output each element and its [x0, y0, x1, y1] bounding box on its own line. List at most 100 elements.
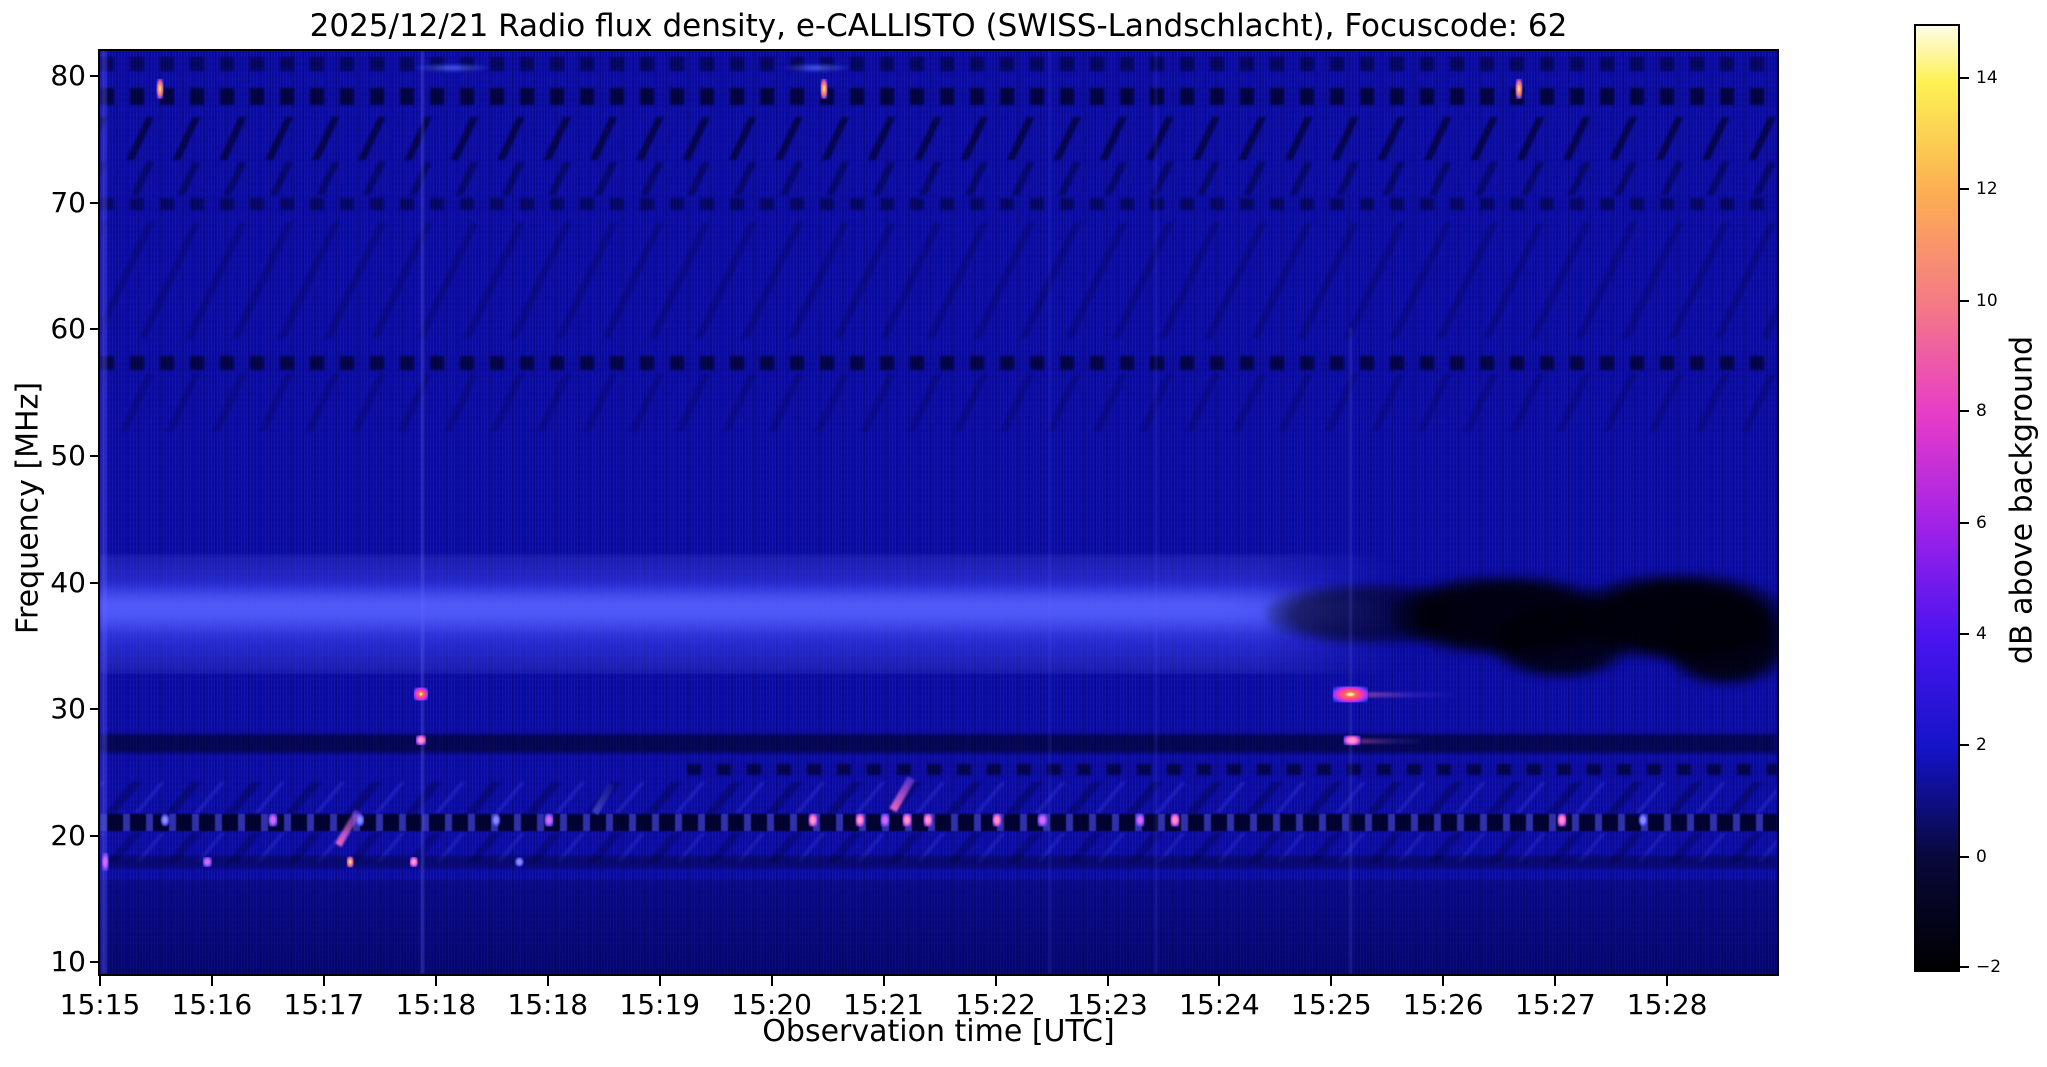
x-tick-mark [658, 976, 661, 986]
feature-stripe-dark [100, 855, 1777, 868]
feature-dot-blue [515, 856, 524, 867]
feature-hatch-bs [100, 161, 1777, 195]
feature-streak-v [1049, 51, 1052, 974]
feature-dot-blue [1638, 813, 1648, 827]
y-tick-mark [90, 708, 100, 711]
feature-stripe-dashed-dark [100, 87, 1777, 105]
feature-stripe-dark [100, 734, 1777, 754]
feature-dot-orange [346, 856, 354, 868]
x-tick-label: 15:16 [171, 988, 253, 1021]
feature-hatch-fs [100, 782, 1777, 814]
colorbar-tick-label: 4 [1976, 623, 1987, 644]
colorbar-tick-label: 2 [1976, 735, 1987, 756]
x-tick-label: 15:25 [1291, 988, 1372, 1021]
feature-hatch-bs [100, 222, 1777, 339]
feature-dot-purple [880, 813, 890, 827]
feature-dot-pink [855, 813, 865, 827]
feature-dot-red-big [414, 687, 429, 701]
feature-stripe-dashed-dark [100, 56, 1777, 72]
x-tick-mark [882, 976, 885, 986]
colorbar-tick-mark [1960, 855, 1969, 858]
feature-dot-tail [1367, 692, 1461, 698]
x-tick-label: 15:18 [507, 988, 589, 1021]
y-tick-label: 70 [50, 185, 86, 219]
x-tick-mark [434, 976, 437, 986]
feature-dot-pink [902, 813, 912, 827]
y-tick-mark [90, 328, 100, 331]
x-tick-mark [99, 976, 101, 986]
y-tick-label: 10 [50, 945, 86, 979]
feature-dot-pink [923, 813, 933, 827]
colorbar [1916, 26, 1958, 970]
spectrogram-plot-area [100, 51, 1777, 974]
feature-dot-pink [409, 856, 418, 867]
colorbar-tick-mark [1960, 410, 1969, 413]
feature-streak-v [1154, 51, 1157, 974]
feature-smear-blue [780, 62, 852, 73]
colorbar-tick-label: 0 [1976, 846, 1987, 867]
feature-hatch-fs [100, 832, 1777, 863]
y-tick-mark [90, 961, 100, 964]
feature-streak-v [101, 51, 108, 974]
y-tick-label: 80 [50, 59, 86, 92]
feature-blob-black [1662, 602, 1777, 687]
feature-blob-black [1488, 602, 1632, 679]
feature-dot-red-big [1333, 686, 1368, 702]
feature-dot-pink [1557, 813, 1567, 827]
x-tick-mark [322, 976, 325, 986]
colorbar-tick-label: 6 [1976, 512, 1987, 533]
feature-dot-purple [268, 813, 278, 827]
y-tick-mark [90, 75, 100, 77]
feature-dot-pink [808, 813, 818, 827]
x-tick-mark [1330, 976, 1333, 986]
feature-smear-blue [411, 62, 493, 73]
y-tick-label: 20 [50, 818, 86, 852]
x-tick-label: 15:21 [843, 988, 924, 1021]
colorbar-tick-label: 10 [1976, 290, 1998, 311]
chart-title: 2025/12/21 Radio flux density, e-CALLIST… [309, 8, 1568, 44]
feature-dot-pink [992, 813, 1002, 827]
feature-dot-pink [1170, 813, 1180, 827]
feature-streak-v [1349, 327, 1352, 974]
colorbar-tick-mark [1960, 76, 1969, 79]
colorbar-tick-label: −2 [1976, 957, 2002, 978]
x-tick-mark [1442, 976, 1445, 986]
y-tick-mark [90, 454, 100, 457]
x-tick-label: 15:20 [731, 988, 812, 1021]
x-tick-mark [994, 976, 997, 986]
feature-dot-pink [416, 735, 427, 746]
feature-hatch-bs [100, 117, 1777, 160]
feature-dot-tail [1361, 738, 1429, 744]
x-tick-label: 15:19 [619, 988, 701, 1021]
feature-stripe-dashed-dark [100, 355, 1777, 371]
feature-row-dots [100, 813, 1777, 832]
x-tick-mark [1554, 976, 1557, 986]
colorbar-tick-mark [1960, 632, 1969, 635]
colorbar-tick-mark [1960, 744, 1969, 747]
feature-stripe-dashed-dark [686, 763, 1777, 775]
y-tick-mark [90, 581, 100, 584]
colorbar-tick-label: 8 [1976, 401, 1987, 422]
x-tick-label: 15:24 [1179, 988, 1260, 1021]
feature-dot-blue [491, 813, 501, 827]
x-tick-mark [1666, 976, 1669, 986]
x-tick-mark [1106, 976, 1109, 986]
x-tick-label: 15:27 [1514, 988, 1596, 1021]
feature-streak-v [420, 51, 424, 974]
x-tick-label: 15:18 [395, 988, 477, 1021]
y-tick-mark [90, 201, 100, 204]
y-tick-label: 40 [50, 565, 86, 599]
feature-shade-dark [100, 879, 1777, 974]
x-tick-label: 15:26 [1402, 988, 1484, 1021]
feature-dot-blue [355, 813, 365, 827]
feature-dot-purple [1135, 813, 1145, 827]
colorbar-tick-label: 14 [1976, 67, 1998, 88]
x-tick-mark [1218, 976, 1221, 986]
feature-dot-orange [820, 78, 828, 99]
x-tick-label: 15:15 [59, 988, 141, 1021]
colorbar-tick-mark [1960, 521, 1969, 524]
feature-dot-orange [1515, 78, 1523, 99]
x-tick-label: 15:22 [955, 988, 1036, 1021]
feature-dot-purple [1037, 813, 1047, 827]
